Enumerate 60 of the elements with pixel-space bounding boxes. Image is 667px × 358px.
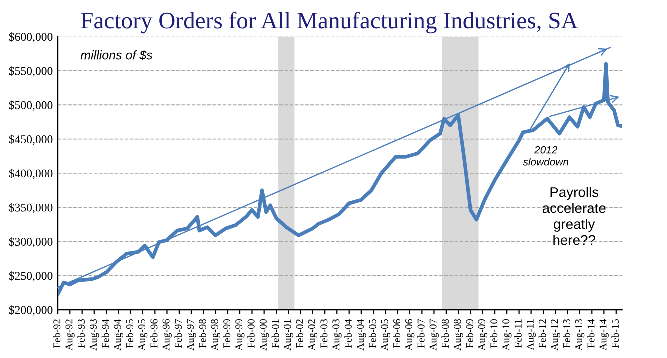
x-tick-label: Feb-93 [78, 319, 85, 348]
x-tick-label: Feb-95 [126, 319, 134, 348]
chart-title: Factory Orders for All Manufacturing Industries, SA [81, 12, 578, 34]
annotation: 2012 slowdown [523, 146, 569, 166]
annotation: millions of $s [80, 50, 153, 60]
y-tick-label: $400,000 [9, 169, 53, 180]
x-tick-label: Aug-05 [381, 319, 390, 351]
x-tick-label: Aug-12 [551, 320, 560, 351]
y-tick-label: $600,000 [9, 32, 53, 43]
x-tick-label: Feb-12 [538, 320, 546, 348]
x-tick-label: Aug-07 [430, 319, 439, 351]
x-tick-label: Feb-96 [150, 319, 158, 348]
x-tick-label: Feb-00 [248, 319, 255, 348]
x-tick-label: Aug-04 [356, 319, 366, 351]
x-tick-label: Feb-92 [53, 320, 61, 348]
x-tick-label: Aug-00 [260, 319, 270, 351]
y-tick-label: $350,000 [9, 203, 53, 214]
y-tick-label: $300,000 [9, 237, 53, 248]
x-tick-label: Feb-03 [320, 319, 328, 348]
x-tick-label: Feb-98 [198, 319, 206, 348]
x-tick-label: Feb-97 [174, 319, 182, 348]
x-tick-label: Feb-06 [393, 319, 401, 348]
x-tick-label: Aug-13 [575, 319, 585, 351]
x-tick-label: Aug-93 [90, 319, 100, 351]
x-tick-label: Aug-10 [502, 319, 512, 351]
y-tick-label: $250,000 [9, 271, 53, 282]
x-tick-label: Feb-08 [442, 319, 450, 348]
x-tick-label: Aug-08 [454, 319, 464, 351]
x-tick-label: Aug-11 [526, 320, 536, 350]
x-tick-label: Aug-02 [308, 320, 318, 351]
x-tick-label: Aug-92 [66, 320, 75, 351]
x-tick-label: Aug-94 [114, 319, 124, 351]
x-tick-label: Feb-04 [344, 319, 352, 348]
x-tick-label: Aug-09 [478, 319, 488, 351]
x-tick-label: Aug-99 [236, 319, 245, 351]
x-tick-label: Feb-15 [612, 319, 620, 348]
y-tick-label: $500,000 [9, 100, 53, 112]
x-tick-label: Feb-14 [587, 319, 595, 348]
x-tick-label: Aug-95 [138, 319, 148, 351]
x-tick-label: Feb-11 [514, 320, 522, 348]
annotation: Payrolls accelerate greatly here?? [542, 187, 606, 246]
x-tick-label: Aug-03 [332, 319, 342, 351]
x-tick-label: Feb-02 [296, 320, 304, 348]
x-tick-label: Aug-98 [211, 319, 220, 351]
y-tick-label: $550,000 [9, 66, 53, 77]
x-tick-label: Aug-14 [600, 319, 609, 351]
x-tick-label: Feb-07 [417, 319, 425, 348]
x-tick-label: Feb-13 [563, 319, 570, 348]
x-tick-label: Aug-01 [284, 320, 294, 351]
x-tick-label: Feb-10 [490, 319, 498, 348]
x-tick-label: Aug-97 [187, 319, 196, 351]
x-tick-label: Aug-96 [162, 319, 172, 351]
y-tick-label: $200,000 [9, 306, 53, 316]
x-tick-label: Feb-94 [102, 319, 110, 348]
x-tick-label: Feb-99 [223, 319, 231, 348]
x-tick-label: Feb-09 [466, 319, 474, 348]
x-tick-label: Feb-05 [368, 319, 376, 348]
x-tick-label: Feb-01 [272, 320, 280, 348]
x-tick-label: Aug-06 [406, 319, 415, 351]
y-tick-label: $450,000 [9, 134, 53, 146]
